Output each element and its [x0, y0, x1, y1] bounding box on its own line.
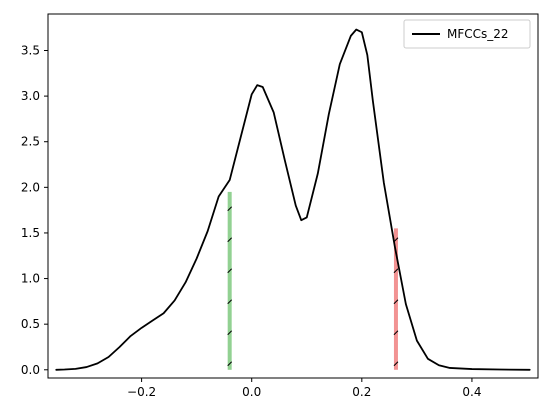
legend: MFCCs_22 — [403, 19, 531, 49]
y-tick-label: 1.5 — [21, 226, 40, 240]
threshold-regions — [227, 191, 399, 370]
x-tick-label: 0.2 — [352, 385, 371, 399]
x-tick-label: 0.0 — [242, 385, 261, 399]
y-tick-label: 2.0 — [21, 180, 40, 194]
y-tick-label: 3.5 — [21, 43, 40, 57]
y-axis-ticks: 0.0 0.5 1.0 1.5 2.0 2.5 3.0 3.5 — [21, 43, 48, 377]
y-tick-label: 2.5 — [21, 135, 40, 149]
threshold-hatch-mark — [227, 299, 233, 305]
threshold-hatch-mark — [227, 361, 233, 367]
threshold-region-2 — [393, 228, 398, 370]
threshold-hatch-mark — [393, 299, 399, 305]
y-tick-label: 0.0 — [21, 363, 40, 377]
x-tick-label: 0.4 — [462, 385, 481, 399]
threshold-hatch-mark — [227, 330, 233, 336]
series-line-mfccs-22 — [55, 28, 531, 371]
y-tick-label: 0.5 — [21, 317, 40, 331]
threshold-hatch-mark — [393, 330, 399, 336]
legend-box — [403, 19, 531, 49]
threshold-region-1 — [227, 191, 232, 370]
threshold-hatch-mark — [227, 206, 233, 212]
series-layer — [55, 28, 531, 371]
threshold-hatch-mark — [393, 361, 399, 367]
plot-area-frame — [47, 13, 539, 379]
y-tick-label: 1.0 — [21, 272, 40, 286]
x-tick-label: −0.2 — [127, 385, 156, 399]
threshold-hatch-mark — [227, 268, 233, 274]
threshold-hatch-mark — [393, 268, 399, 274]
y-tick-label: 3.0 — [21, 89, 40, 103]
threshold-hatch-mark — [227, 237, 233, 243]
legend-label-mfccs-22: MFCCs_22 — [447, 27, 509, 41]
x-axis-ticks: −0.2 0.0 0.2 0.4 — [127, 378, 481, 399]
